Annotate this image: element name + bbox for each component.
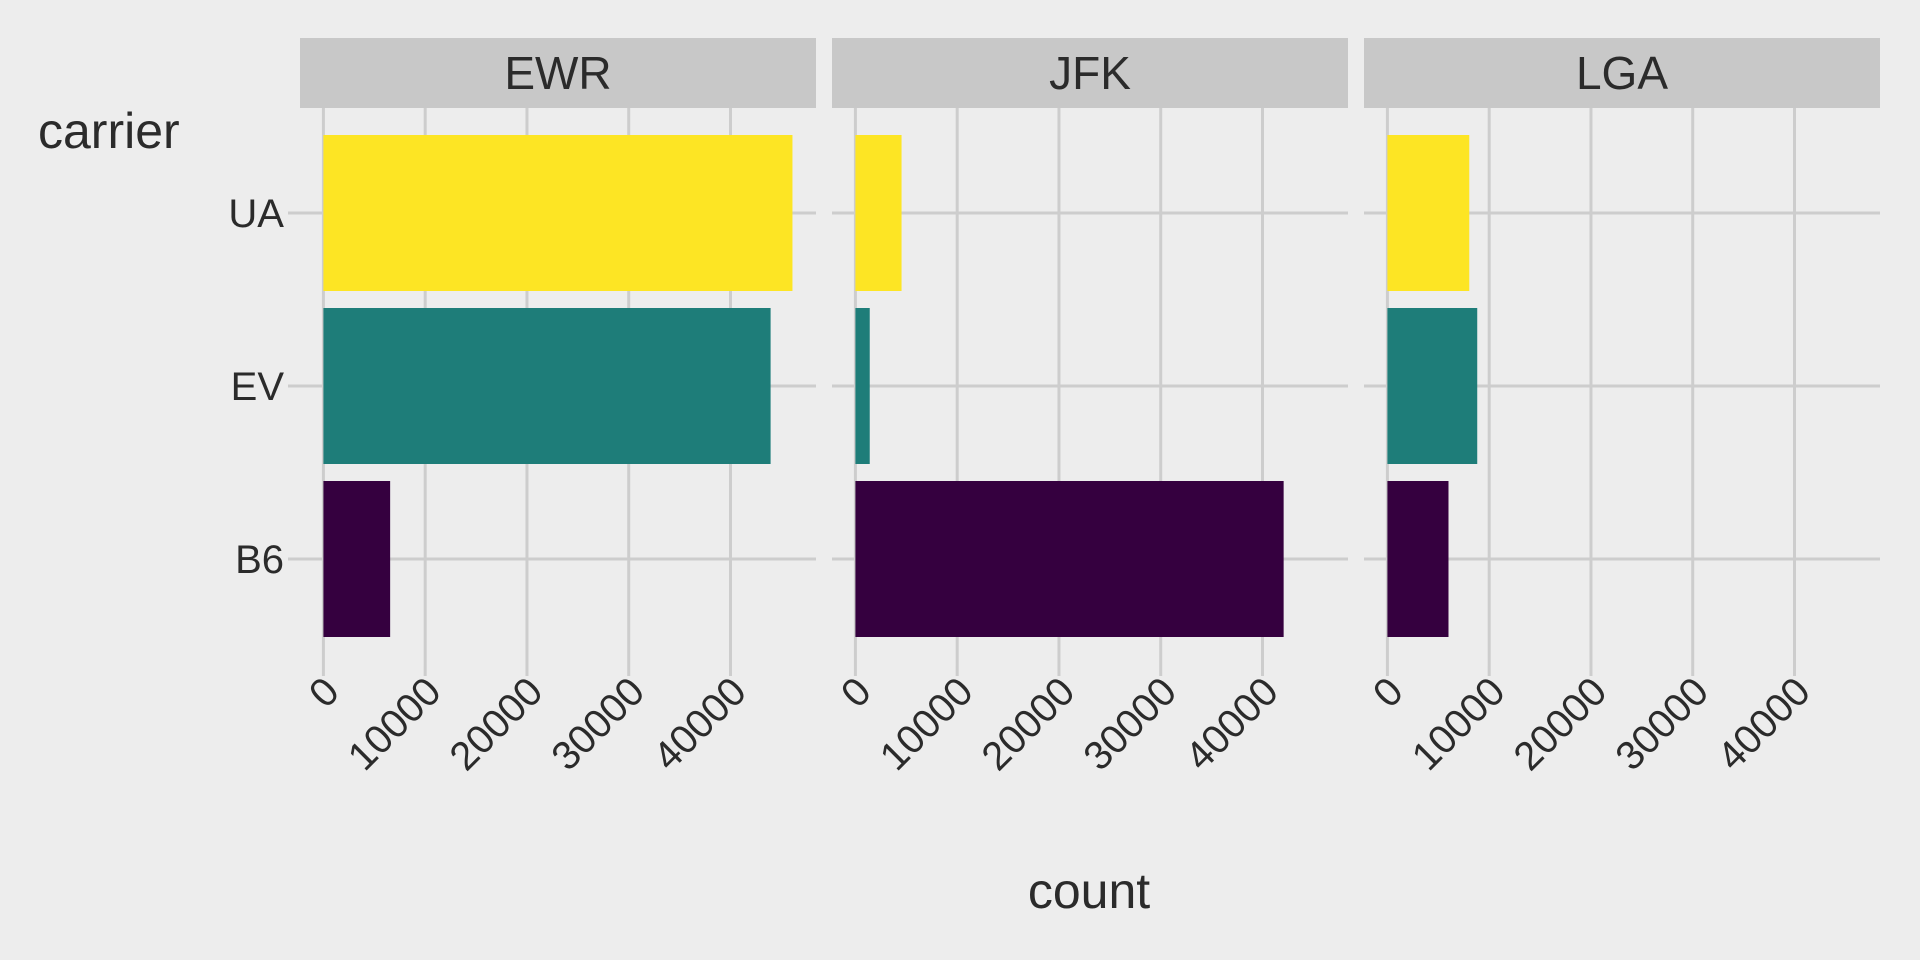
x-axis-title: count [1028, 863, 1150, 919]
facet-strip-label: LGA [1576, 47, 1668, 99]
bar-ewr-ua [323, 135, 793, 291]
facet-strip-label: JFK [1049, 47, 1131, 99]
y-tick-label: UA [228, 192, 284, 236]
bar-jfk-ev [855, 308, 870, 464]
facet-strip-jfk [832, 38, 1348, 108]
bar-ewr-ev [323, 308, 771, 464]
bar-ewr-b6 [323, 481, 391, 637]
y-axis: B6 EV UA [228, 192, 300, 582]
bar-jfk-b6 [855, 481, 1284, 637]
bar-lga-ev [1387, 308, 1478, 464]
y-axis-title: carrier [38, 103, 180, 159]
y-tick-label: EV [231, 365, 285, 409]
bar-lga-ua [1387, 135, 1470, 291]
bar-jfk-ua [855, 135, 902, 291]
facet-strip-lga [1364, 38, 1880, 108]
facet-strip-label: EWR [504, 47, 611, 99]
y-tick-label: B6 [235, 538, 284, 582]
bar-lga-b6 [1387, 481, 1449, 637]
facet-strip-ewr [300, 38, 816, 108]
